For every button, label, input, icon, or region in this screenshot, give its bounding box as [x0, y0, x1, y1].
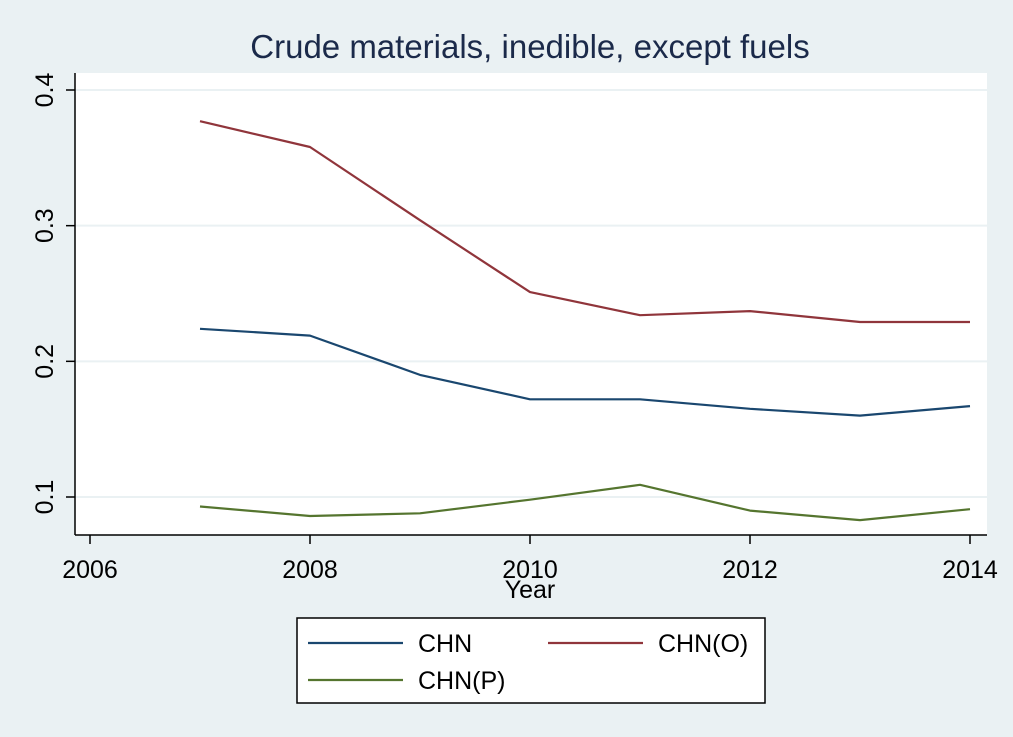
series-line-chn-p- — [199, 483, 971, 522]
y-tick-label: 0.4 — [31, 73, 59, 108]
chart-title: Crude materials, inedible, except fuels — [250, 28, 809, 65]
legend-label-chn-p-: CHN(P) — [418, 667, 506, 695]
gridlines — [75, 89, 987, 498]
legend: CHN CHN(O) CHN(P) — [296, 617, 766, 704]
y-tick-label: 0.2 — [31, 344, 59, 379]
x-tick-label: 2006 — [62, 556, 118, 584]
series-line-chn-o- — [199, 120, 970, 324]
plot-area — [75, 73, 987, 535]
x-tick-label: 2008 — [282, 556, 338, 584]
axes: 0.1 0.2 0.3 0.4 2006 2008 2010 2012 2014 — [31, 73, 998, 584]
legend-label-chn-o-: CHN(O) — [658, 630, 748, 658]
x-tick-label: 2014 — [942, 556, 998, 584]
series-lines — [199, 120, 971, 522]
x-axis-title: Year — [505, 576, 556, 604]
y-tick-label: 0.3 — [31, 208, 59, 243]
legend-box — [296, 617, 766, 704]
x-tick-label: 2010 — [502, 556, 558, 584]
x-tick-label: 2012 — [722, 556, 778, 584]
y-tick-label: 0.1 — [31, 480, 59, 515]
legend-label-chn: CHN — [418, 630, 472, 658]
series-line-chn — [199, 327, 971, 417]
